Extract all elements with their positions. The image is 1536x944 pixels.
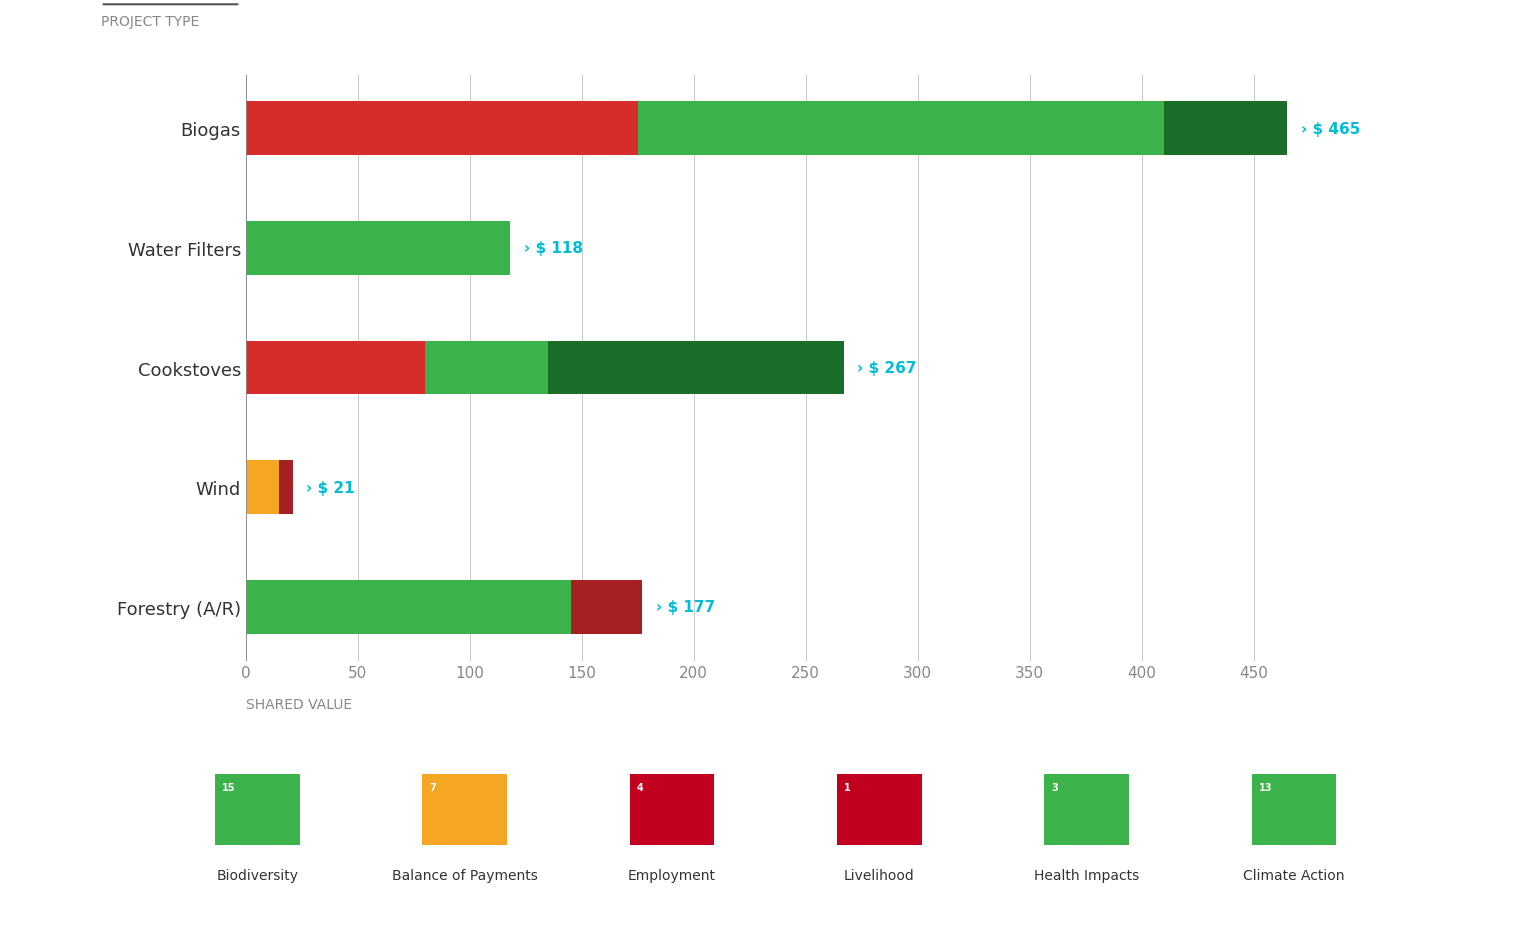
Text: Biodiversity: Biodiversity [217, 868, 298, 883]
Text: › $ 267: › $ 267 [857, 361, 917, 376]
Text: › $ 177: › $ 177 [656, 599, 714, 615]
Text: 1: 1 [843, 783, 851, 793]
Bar [548, 342, 843, 395]
Bar [570, 581, 642, 634]
Text: Health Impacts: Health Impacts [1034, 868, 1140, 883]
X-axis label: SHARED VALUE: SHARED VALUE [246, 698, 352, 711]
Text: Balance of Payments: Balance of Payments [392, 868, 538, 883]
Bar [280, 461, 293, 514]
Bar [425, 342, 548, 395]
Text: Climate Action: Climate Action [1243, 868, 1346, 883]
Bar [246, 222, 510, 276]
Text: › $ 21: › $ 21 [306, 480, 355, 496]
Text: 15: 15 [221, 783, 235, 793]
Text: 4: 4 [636, 783, 644, 793]
Text: › $ 465: › $ 465 [1301, 122, 1361, 137]
Text: 13: 13 [1258, 783, 1272, 793]
Bar [246, 461, 280, 514]
Text: PROJECT TYPE: PROJECT TYPE [100, 15, 198, 28]
Bar [246, 581, 570, 634]
Text: Employment: Employment [628, 868, 716, 883]
Bar [246, 102, 637, 156]
Text: 7: 7 [429, 783, 436, 793]
Text: Livelihood: Livelihood [843, 868, 915, 883]
Text: › $ 118: › $ 118 [524, 241, 582, 256]
Bar [246, 342, 425, 395]
Bar [637, 102, 1164, 156]
Text: 3: 3 [1051, 783, 1058, 793]
Bar [1164, 102, 1287, 156]
